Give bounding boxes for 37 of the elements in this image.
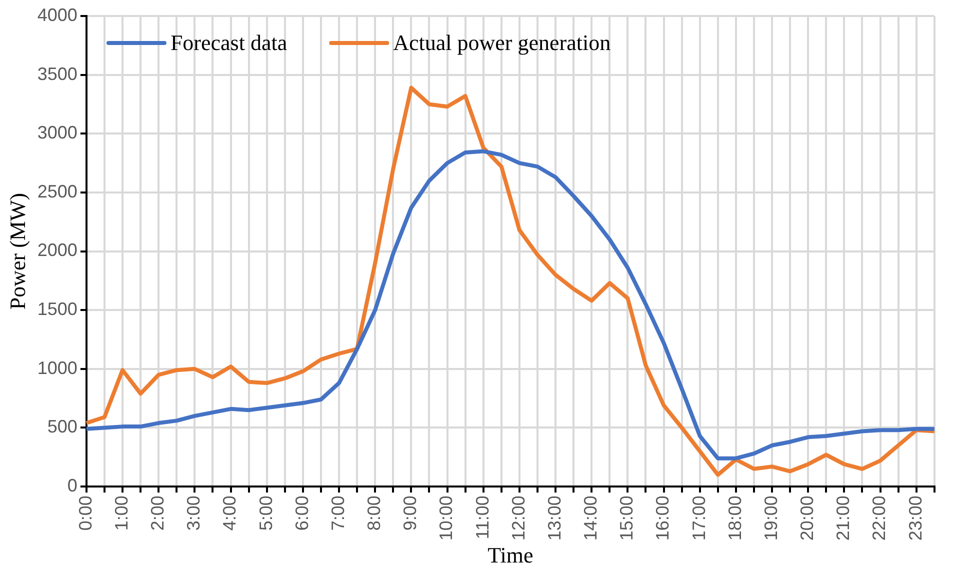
x-tick-label: 5:00 xyxy=(256,496,276,531)
legend-label: Forecast data xyxy=(170,30,288,55)
x-tick-label: 13:00 xyxy=(544,496,564,541)
legend-label: Actual power generation xyxy=(393,30,611,55)
x-tick-label: 2:00 xyxy=(148,496,168,531)
x-tick-label: 4:00 xyxy=(220,496,240,531)
x-tick-label: 9:00 xyxy=(400,496,420,531)
y-axis-title: Power (MW) xyxy=(4,192,30,310)
y-tick-label: 1500 xyxy=(37,299,78,320)
x-tick-label: 20:00 xyxy=(797,496,818,541)
x-tick-label: 11:00 xyxy=(472,496,492,540)
x-tick-label: 19:00 xyxy=(760,496,781,541)
x-tick-label: 6:00 xyxy=(292,496,312,531)
x-tick-label: 12:00 xyxy=(508,496,528,541)
x-tick-label: 3:00 xyxy=(184,496,204,531)
y-tick-label: 4000 xyxy=(37,4,78,25)
x-tick-label: 16:00 xyxy=(652,496,673,541)
y-tick-label: 500 xyxy=(47,416,78,437)
x-tick-label: 23:00 xyxy=(905,496,926,541)
x-tick-label: 1:00 xyxy=(111,496,132,531)
x-tick-label: 18:00 xyxy=(724,496,745,541)
x-tick-label: 0:00 xyxy=(75,496,96,531)
x-tick-label: 14:00 xyxy=(580,496,601,541)
x-tick-label: 22:00 xyxy=(869,496,890,541)
x-tick-label: 17:00 xyxy=(688,496,709,541)
x-axis-title: Time xyxy=(488,542,534,568)
x-tick-label: 15:00 xyxy=(616,496,637,541)
y-tick-label: 2000 xyxy=(37,240,78,260)
x-tick-label: 10:00 xyxy=(436,496,456,541)
y-tick-label: 1000 xyxy=(37,358,78,378)
y-tick-label: 3500 xyxy=(37,64,78,84)
x-tick-label: 8:00 xyxy=(364,496,384,531)
y-tick-label: 2500 xyxy=(37,181,78,202)
x-tick-label: 7:00 xyxy=(328,496,348,531)
x-tick-label: 21:00 xyxy=(833,496,854,541)
y-tick-label: 3000 xyxy=(37,122,78,143)
y-tick-label: 0 xyxy=(67,476,78,496)
